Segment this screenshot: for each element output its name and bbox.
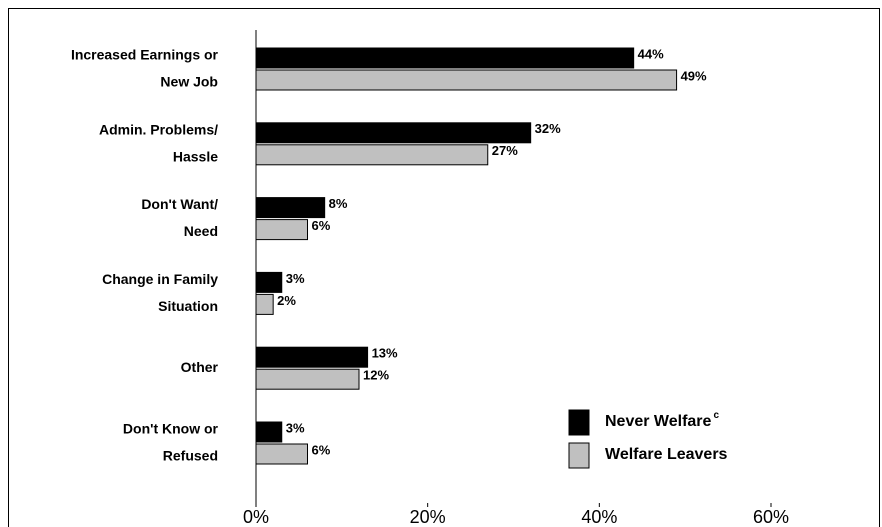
- value-label: 13%: [372, 346, 398, 361]
- category-label: Admin. Problems/Hassle: [99, 121, 218, 164]
- bar: [255, 271, 283, 293]
- category-label: Don't Want/Need: [141, 196, 218, 239]
- bar: [255, 346, 369, 368]
- value-label: 44%: [638, 46, 664, 61]
- legend-label: Never Welfare c: [605, 410, 719, 431]
- legend-swatch: [568, 409, 590, 436]
- bar: [255, 443, 308, 465]
- category-label: Change in Family Situation: [102, 271, 218, 314]
- value-label: 12%: [363, 368, 389, 383]
- value-label: 49%: [681, 68, 707, 83]
- category-label: Other: [181, 359, 219, 375]
- bar: [255, 122, 532, 144]
- value-label: 6%: [312, 442, 331, 457]
- value-label: 2%: [277, 293, 296, 308]
- value-label: 6%: [312, 218, 331, 233]
- bar: [255, 293, 274, 315]
- bar: [255, 219, 308, 241]
- bar: [255, 368, 360, 390]
- legend-label: Welfare Leavers: [605, 446, 728, 463]
- x-tick-label: 0%: [243, 507, 269, 527]
- value-label: 3%: [286, 271, 305, 286]
- bar: [255, 69, 678, 91]
- value-label: 8%: [329, 196, 348, 211]
- x-tick-label: 60%: [753, 507, 789, 527]
- frame: [8, 8, 880, 527]
- category-label: Increased Earnings or New Job: [71, 46, 219, 89]
- value-label: 3%: [286, 420, 305, 435]
- bar: [255, 197, 326, 219]
- value-label: 27%: [492, 143, 518, 158]
- legend-note: c: [713, 410, 719, 421]
- x-tick-label: 40%: [581, 507, 617, 527]
- category-label: Don't Know or Refused: [123, 420, 219, 463]
- x-tick-label: 20%: [410, 507, 446, 527]
- legend-swatch: [568, 442, 590, 469]
- value-label: 32%: [535, 121, 561, 136]
- bar: [255, 144, 489, 166]
- bar: [255, 421, 283, 443]
- bar: [255, 47, 635, 69]
